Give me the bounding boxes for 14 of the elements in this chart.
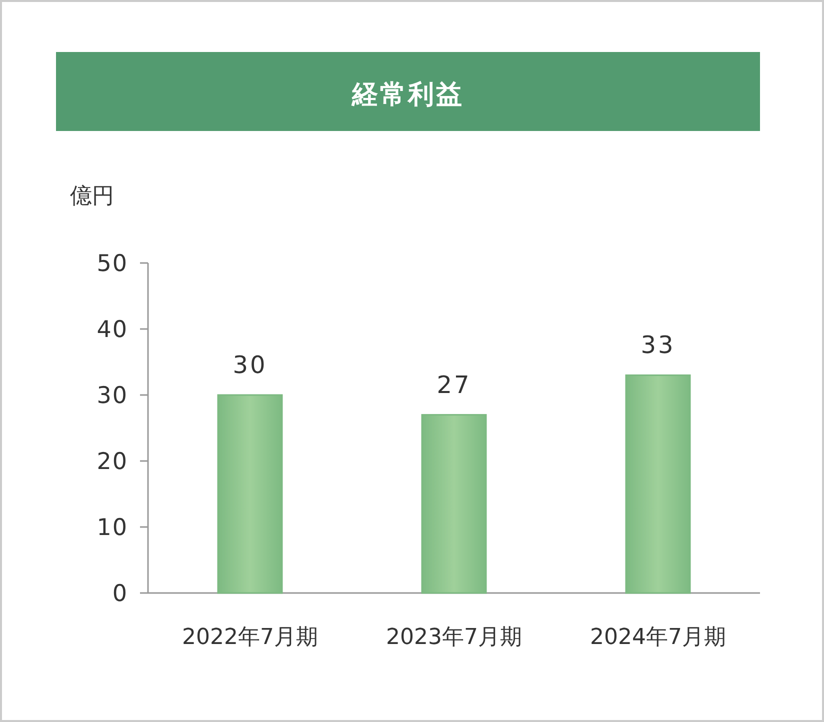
chart-title: 経常利益 [351,80,464,110]
data-label: 33 [640,331,676,360]
y-tick-label: 0 [112,581,128,607]
x-tick-label: 2024年7月期 [590,625,726,650]
y-tick-label: 30 [96,383,128,409]
y-tick-label: 40 [96,317,128,343]
y-tick-label: 20 [96,449,128,475]
data-label: 27 [436,370,472,399]
y-tick-label: 10 [96,515,128,541]
data-label: 30 [232,351,268,379]
x-tick-label: 2023年7月期 [386,625,522,650]
y-tick-label: 50 [96,251,128,277]
x-tick-label: 2022年7月期 [182,625,318,650]
y-axis-title: 億円 [70,184,114,209]
